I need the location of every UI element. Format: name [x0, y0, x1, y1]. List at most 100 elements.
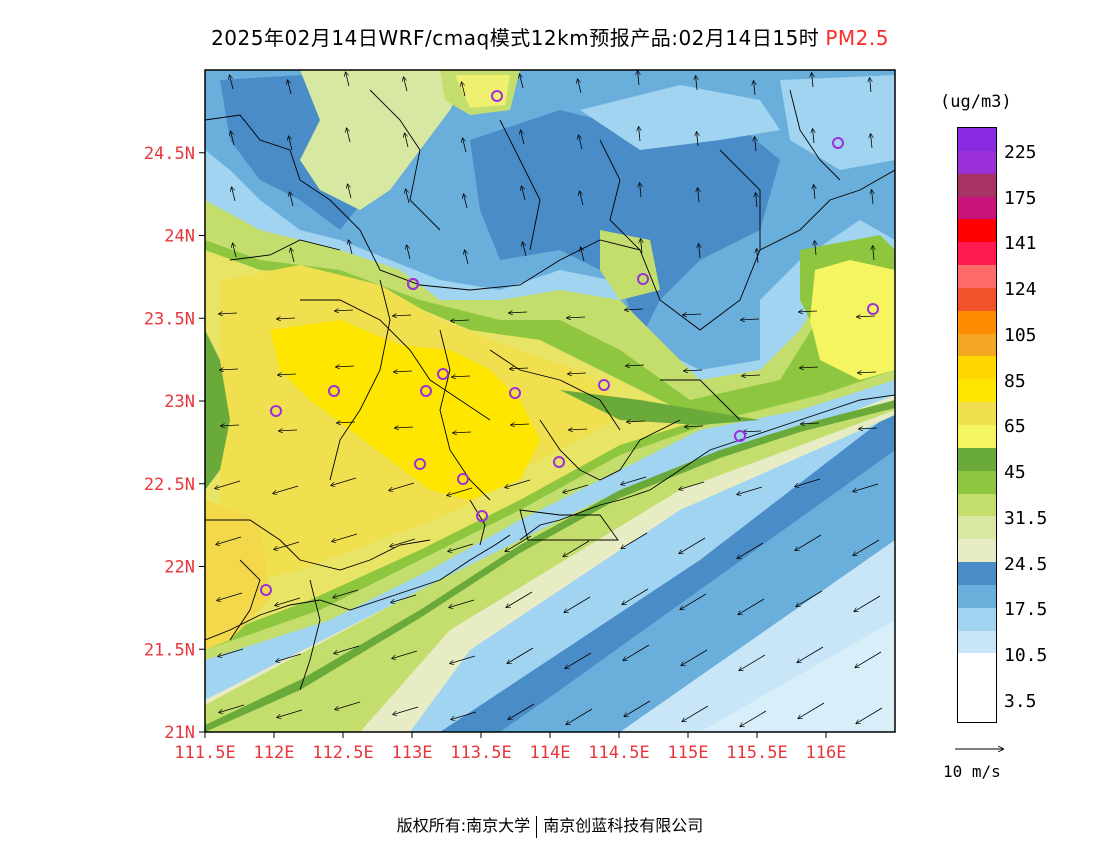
wind-arrow — [624, 700, 651, 716]
legend-label: 65 — [1004, 416, 1026, 437]
wind-arrow — [623, 644, 650, 660]
wind-arrow — [566, 708, 593, 724]
wind-arrow — [506, 591, 533, 607]
station-marker — [637, 273, 649, 285]
legend-swatch — [958, 196, 996, 220]
wind-arrow — [795, 478, 821, 486]
lon-tick-label: 115E — [668, 743, 709, 763]
color-legend — [957, 127, 997, 723]
wind-arrow — [855, 651, 882, 667]
station-marker — [437, 368, 449, 380]
lon-tick-label: 116E — [806, 743, 847, 763]
concentration-field — [205, 70, 895, 732]
wind-arrow — [233, 243, 237, 258]
wind-arrow — [737, 486, 763, 494]
wind-arrow — [858, 372, 877, 373]
wind-arrow — [450, 655, 476, 663]
wind-scale-label: 10 m/s — [943, 762, 1001, 781]
legend-swatch — [958, 333, 996, 357]
legend-swatch — [958, 424, 996, 448]
legend-swatch — [958, 379, 996, 403]
copyright-divider — [536, 815, 538, 838]
wind-arrow — [627, 421, 646, 422]
wind-arrow — [757, 249, 758, 264]
legend-label: 45 — [1004, 462, 1026, 483]
legend-swatch — [958, 402, 996, 425]
wind-arrow — [219, 313, 238, 314]
lon-tick-label: 112E — [254, 743, 295, 763]
wind-arrow — [854, 595, 881, 611]
wind-arrow — [756, 193, 757, 208]
wind-arrow — [505, 479, 531, 487]
station-marker — [270, 405, 282, 417]
boundary-lines — [205, 89, 895, 691]
wind-arrow — [393, 315, 412, 316]
wind-arrow — [231, 131, 235, 146]
wind-arrow — [684, 370, 703, 371]
legend-unit: (ug/m3) — [940, 92, 1012, 112]
wind-arrow — [451, 711, 477, 719]
wind-arrow — [685, 426, 704, 427]
wind-arrow — [337, 422, 356, 423]
wind-arrow — [680, 593, 707, 609]
wind-arrow — [274, 541, 300, 549]
wind-arrow — [580, 191, 584, 206]
wind-arrow — [464, 194, 468, 209]
wind-arrow — [215, 480, 241, 488]
legend-swatch — [958, 287, 996, 311]
legend-label: 3.5 — [1004, 691, 1037, 712]
legend-swatch — [958, 562, 996, 585]
station-marker — [734, 430, 746, 442]
wind-arrow — [447, 487, 473, 495]
wind-arrow — [232, 187, 236, 202]
wind-arrow — [796, 590, 823, 606]
legend-swatch — [958, 150, 996, 174]
wind-arrow — [392, 650, 418, 658]
wind-arrow — [221, 425, 240, 426]
wind-arrow — [507, 647, 534, 663]
legend-label: 124 — [1004, 279, 1037, 300]
wind-arrow — [683, 314, 702, 315]
wind-arrow — [798, 702, 825, 718]
station-marker — [414, 458, 426, 470]
wind-arrow — [740, 710, 767, 726]
wind-arrow — [797, 646, 824, 662]
wind-arrow — [565, 652, 592, 668]
station-marker — [509, 387, 521, 399]
wind-arrow — [391, 594, 417, 602]
wind-arrow — [505, 535, 532, 551]
wind-arrow — [277, 709, 303, 717]
wind-arrow — [406, 189, 410, 204]
legend-label: 10.5 — [1004, 645, 1048, 666]
wind-arrow — [273, 485, 299, 493]
wind-arrow — [679, 481, 705, 489]
wind-arrow — [218, 648, 244, 656]
wind-arrow — [856, 707, 883, 723]
wind-arrow — [800, 367, 819, 368]
lon-tick-label: 113E — [392, 743, 433, 763]
wind-arrow — [564, 596, 591, 612]
wind-arrow — [289, 136, 293, 151]
wind-arrow — [579, 135, 583, 150]
wind-arrow — [449, 599, 475, 607]
wind-arrow — [520, 74, 524, 89]
wind-arrow — [463, 138, 467, 153]
lon-tick-label: 114E — [530, 743, 571, 763]
wind-arrow — [581, 247, 585, 262]
station-marker — [457, 473, 469, 485]
wind-arrow — [755, 137, 756, 152]
legend-swatch — [958, 584, 996, 608]
wind-arrow — [336, 366, 355, 367]
wind-arrow — [870, 78, 871, 93]
wind-arrow — [696, 76, 697, 91]
wind-arrow — [578, 79, 582, 94]
wind-arrow — [332, 533, 358, 541]
wind-arrow — [698, 188, 699, 203]
wind-arrow — [349, 240, 353, 255]
wind-arrow — [815, 241, 816, 256]
map-title: 2025年02月14日WRF/cmaq模式12km预报产品:02月14日15时 P… — [0, 22, 1100, 51]
wind-vectors — [215, 71, 883, 726]
legend-swatch — [958, 219, 996, 243]
station-marker — [407, 278, 419, 290]
lon-tick-label: 113.5E — [450, 743, 511, 763]
